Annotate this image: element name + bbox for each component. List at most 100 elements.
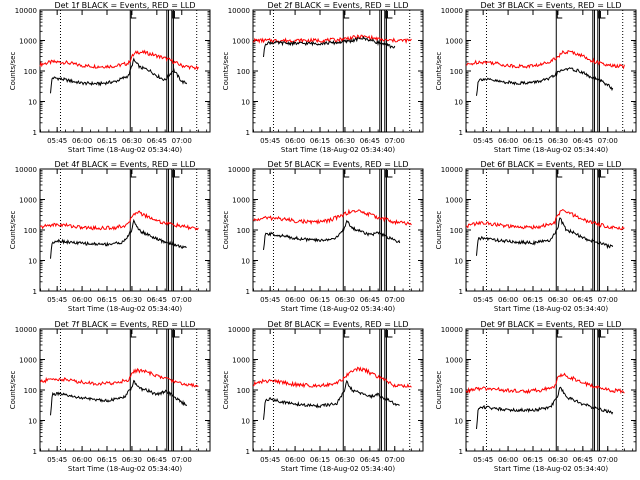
x-tick-label: 06:00: [72, 456, 92, 464]
y-axis-label: Counts/sec: [222, 211, 230, 250]
x-tick-label: 05:45: [47, 296, 67, 304]
x-tick-label: 06:30: [335, 456, 355, 464]
events-series-line: [50, 379, 188, 416]
panel-title: Det 7f BLACK = Events, RED = LLD: [54, 320, 195, 329]
y-tick-label: 10000: [15, 7, 37, 15]
events-series-line: [263, 219, 401, 250]
x-tick-label: 06:00: [498, 137, 518, 145]
y-tick-label: 1: [246, 448, 250, 456]
panel-title: Det 8f BLACK = Events, RED = LLD: [267, 320, 408, 329]
marker-flag: [343, 330, 350, 338]
y-tick-label: 10000: [228, 166, 250, 174]
y-tick-label: 10000: [228, 7, 250, 15]
x-tick-label: 05:45: [473, 137, 493, 145]
x-tick-label: 06:15: [310, 296, 330, 304]
x-axis-label: Start Time (18-Aug-02 05:34:40): [68, 146, 182, 154]
panel-title: Det 3f BLACK = Events, RED = LLD: [480, 1, 621, 10]
y-tick-label: 10: [241, 418, 250, 426]
x-tick-label: 06:15: [310, 137, 330, 145]
x-tick-label: 06:45: [360, 296, 380, 304]
x-axis-label: Start Time (18-Aug-02 05:34:40): [281, 305, 395, 313]
events-series-line: [476, 386, 614, 430]
detector-panel-8: Det 8f BLACK = Events, RED = LLD 1 10 100 10…: [222, 320, 424, 473]
lld-series-line: [39, 210, 199, 231]
y-axis-label: Counts/sec: [9, 211, 17, 250]
x-tick-label: 05:45: [473, 456, 493, 464]
x-tick-label: 05:45: [260, 456, 280, 464]
plot-frame: [252, 9, 424, 133]
x-tick-label: 06:15: [97, 456, 117, 464]
x-tick-label: 07:00: [385, 456, 405, 464]
x-tick-label: 06:45: [360, 137, 380, 145]
y-axis-label: Counts/sec: [435, 211, 443, 250]
x-tick-label: 06:45: [573, 456, 593, 464]
marker-flag: [130, 170, 137, 178]
x-axis-label: Start Time (18-Aug-02 05:34:40): [281, 465, 395, 473]
y-tick-label: 10: [454, 418, 463, 426]
x-tick-label: 06:30: [548, 137, 568, 145]
marker-flag: [386, 330, 393, 338]
panel-title: Det 9f BLACK = Events, RED = LLD: [480, 320, 621, 329]
x-tick-label: 06:45: [360, 456, 380, 464]
x-tick-label: 07:00: [172, 296, 192, 304]
y-axis-label: Counts/sec: [222, 371, 230, 410]
events-series-line: [263, 35, 396, 58]
x-tick-label: 06:00: [285, 456, 305, 464]
lld-series-line: [253, 34, 412, 44]
marker-flag: [173, 11, 180, 19]
x-tick-label: 06:00: [285, 296, 305, 304]
x-tick-label: 07:00: [172, 137, 192, 145]
marker-flag: [386, 11, 393, 19]
x-tick-label: 07:00: [598, 456, 618, 464]
marker-flag: [173, 170, 180, 178]
marker-flag: [599, 11, 606, 19]
y-tick-label: 1: [459, 288, 463, 296]
y-tick-label: 100: [24, 387, 37, 395]
y-tick-label: 10: [454, 258, 463, 266]
y-tick-label: 10000: [228, 326, 250, 334]
y-tick-label: 100: [450, 68, 463, 76]
detector-panel-3: Det 3f BLACK = Events, RED = LLD 1 10 100 10…: [435, 1, 637, 154]
x-tick-label: 06:15: [97, 296, 117, 304]
x-tick-label: 06:00: [72, 296, 92, 304]
marker-flag: [343, 11, 350, 19]
marker-flag: [343, 170, 350, 178]
x-axis-label: Start Time (18-Aug-02 05:34:40): [281, 146, 395, 154]
plot-frame: [39, 328, 211, 452]
panel-title: Det 5f BLACK = Events, RED = LLD: [267, 160, 408, 169]
marker-flag: [173, 330, 180, 338]
lld-series-line: [252, 208, 412, 226]
y-tick-label: 1000: [445, 197, 463, 205]
plot-frame: [252, 168, 424, 292]
y-tick-label: 100: [237, 68, 250, 76]
x-axis-label: Start Time (18-Aug-02 05:34:40): [494, 465, 608, 473]
x-tick-label: 06:30: [122, 137, 142, 145]
x-tick-label: 06:15: [523, 456, 543, 464]
x-tick-label: 05:45: [260, 296, 280, 304]
y-tick-label: 100: [24, 227, 37, 235]
detector-panel-4: Det 4f BLACK = Events, RED = LLD 1 10 100 10…: [9, 160, 211, 313]
y-tick-label: 1: [33, 448, 37, 456]
x-tick-label: 06:30: [335, 137, 355, 145]
x-tick-label: 06:45: [147, 456, 167, 464]
y-tick-label: 1: [33, 129, 37, 137]
x-tick-label: 06:15: [310, 456, 330, 464]
y-axis-label: Counts/sec: [435, 371, 443, 410]
y-tick-label: 1000: [19, 197, 37, 205]
x-tick-label: 06:45: [573, 296, 593, 304]
x-tick-label: 07:00: [598, 296, 618, 304]
detector-panel-9: Det 9f BLACK = Events, RED = LLD 1 10 100 10…: [435, 320, 637, 473]
y-tick-label: 100: [237, 387, 250, 395]
x-tick-label: 07:00: [598, 137, 618, 145]
events-series-line: [476, 67, 614, 96]
x-tick-label: 06:45: [147, 137, 167, 145]
y-tick-label: 100: [450, 227, 463, 235]
marker-flag: [599, 330, 606, 338]
detector-panel-6: Det 6f BLACK = Events, RED = LLD 1 10 100 10…: [435, 160, 637, 313]
x-tick-label: 05:45: [260, 137, 280, 145]
panel-title: Det 4f BLACK = Events, RED = LLD: [54, 160, 195, 169]
y-tick-label: 10000: [441, 7, 463, 15]
detector-panel-7: Det 7f BLACK = Events, RED = LLD 1 10 100 10…: [9, 320, 211, 473]
y-axis-label: Counts/sec: [435, 52, 443, 91]
panel-title: Det 6f BLACK = Events, RED = LLD: [480, 160, 621, 169]
